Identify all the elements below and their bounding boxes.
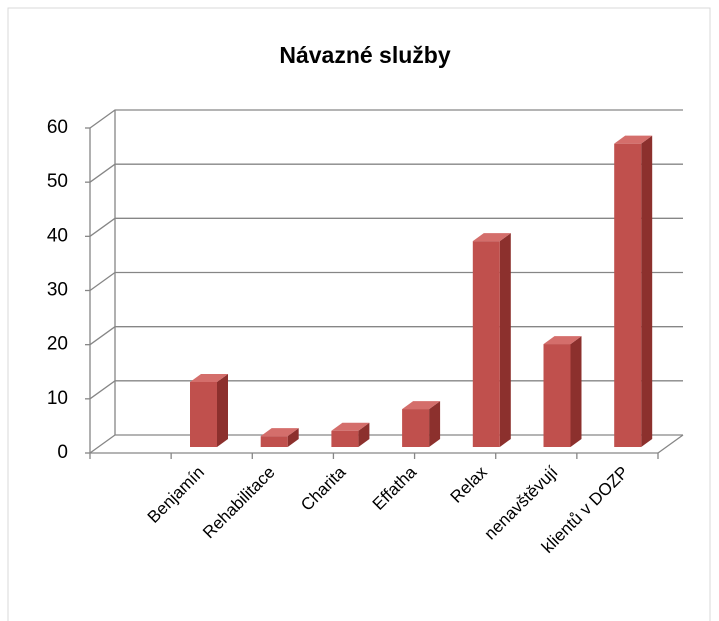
bar-top: [543, 336, 582, 345]
bar-side: [429, 401, 441, 447]
y-tick-label: 60: [47, 117, 68, 138]
bar-side: [570, 336, 582, 447]
bar-side: [217, 374, 228, 447]
chart-title: Návazné služby: [279, 42, 450, 68]
bar-top: [190, 374, 228, 382]
grid-line: [89, 163, 683, 183]
y-tick-label: 10: [47, 388, 68, 409]
bar-top: [472, 233, 511, 242]
bar-top: [614, 135, 653, 144]
bar: [190, 382, 217, 447]
bar: [543, 344, 571, 447]
bar-side: [641, 135, 653, 447]
bar-side: [358, 422, 370, 447]
bar-top: [260, 428, 299, 437]
bar-top: [331, 422, 370, 431]
bar-side: [287, 428, 299, 447]
bar: [472, 241, 500, 447]
bar: [402, 409, 430, 447]
y-tick-label: 0: [57, 442, 68, 463]
grid-line: [89, 109, 683, 129]
y-tick-label: 50: [47, 171, 68, 192]
y-tick-label: 30: [47, 280, 68, 301]
bar-top: [402, 401, 441, 410]
y-tick-label: 40: [47, 225, 68, 246]
bar: [260, 436, 288, 447]
chart-frame: [7, 7, 711, 621]
y-tick-label: 20: [47, 334, 68, 355]
grid-line: [89, 217, 683, 237]
bar: [331, 430, 359, 447]
bar-side: [499, 233, 511, 447]
bar: [614, 143, 642, 447]
axis-line: [657, 434, 684, 454]
